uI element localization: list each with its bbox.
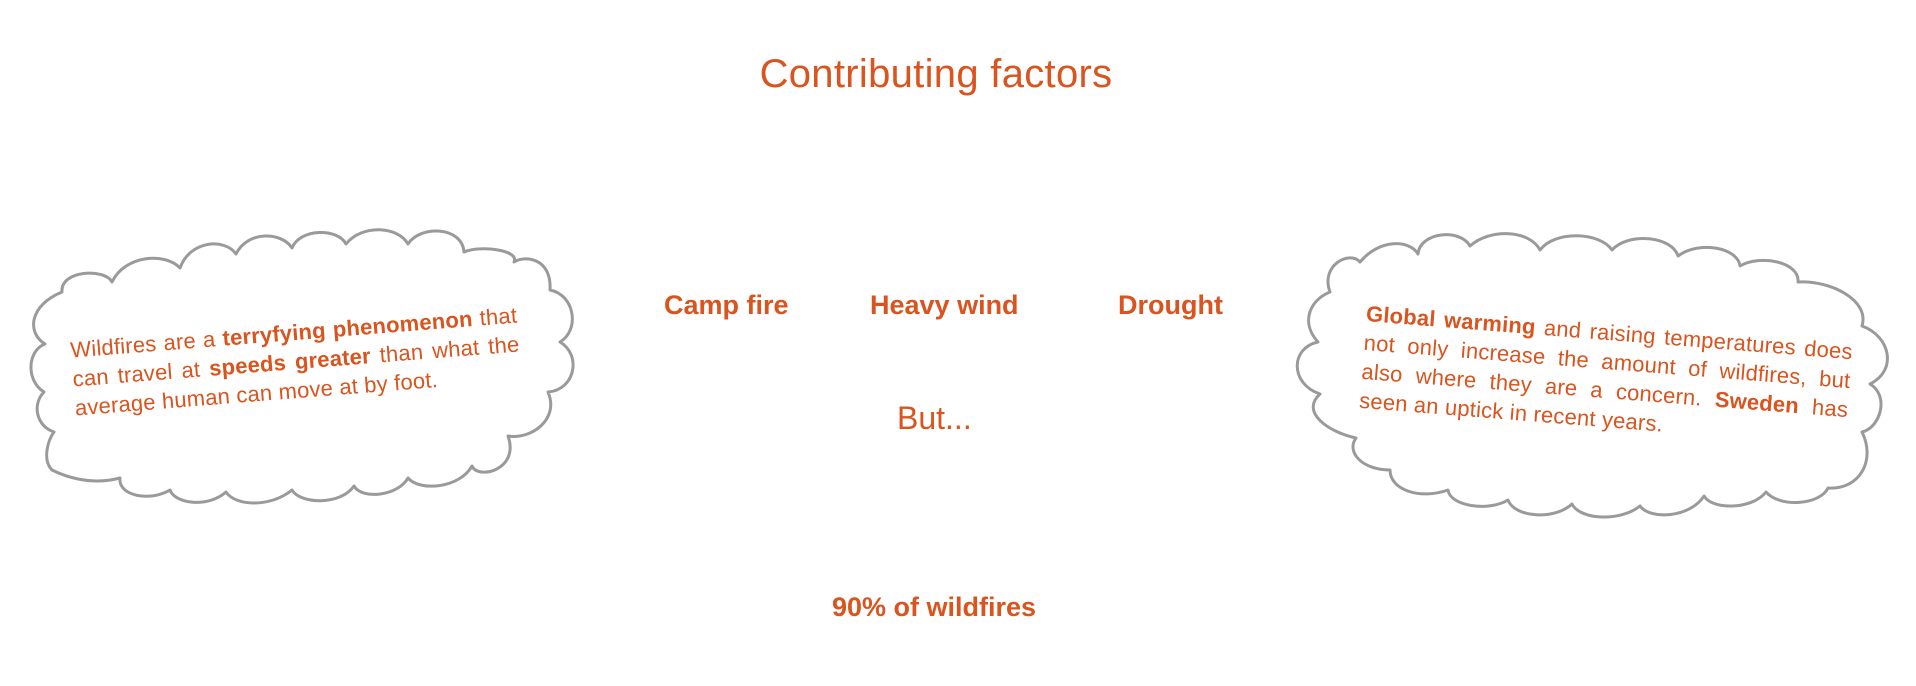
right-cloud-outline [1295,232,1889,519]
right-cloud-bold-2: Sweden [1713,386,1800,419]
wildfire-stat: 90% of wildfires [832,592,1037,622]
page-title: Contributing factors [759,52,1113,96]
factor-drought: Drought [1118,290,1223,320]
but-text: But... [897,400,972,436]
factor-camp-fire: Camp fire [664,290,789,320]
factor-heavy-wind: Heavy wind [870,290,1019,320]
left-cloud-outline [29,228,575,505]
